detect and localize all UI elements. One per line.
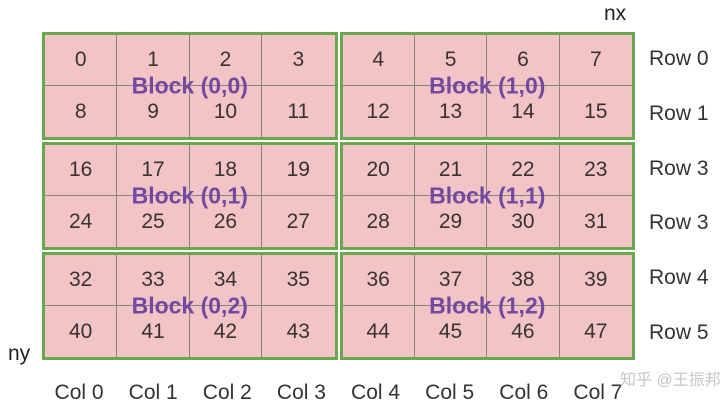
cell: 0: [45, 35, 118, 86]
cell: 20: [342, 145, 415, 196]
block-label: Block (1,2): [429, 292, 546, 319]
cell: 44: [343, 306, 415, 357]
cell: 39: [559, 255, 632, 306]
col-labels: Col 0 Col 1 Col 2 Col 3 Col 4 Col 5 Col …: [42, 381, 635, 405]
col-label: Col 0: [54, 381, 104, 404]
block-label: Block (0,1): [131, 182, 248, 209]
col-label: Col 6: [499, 381, 549, 404]
cell: 42: [190, 306, 263, 357]
cell: 2: [189, 35, 263, 86]
block-label: Block (0,2): [131, 292, 248, 319]
cell: 16: [45, 145, 118, 196]
watermark: 知乎 @王振邦: [620, 372, 720, 389]
cell: 13: [415, 86, 488, 137]
block-1-0: 4 5 6 7 12 13 14 15 Block (1,0): [339, 32, 635, 140]
cell: 27: [286, 209, 310, 233]
axis-label-ny: ny: [8, 342, 31, 365]
cell: 31: [584, 209, 608, 233]
row-label: Row 1: [649, 102, 709, 125]
col-label: Col 4: [351, 381, 401, 404]
cell: 36: [342, 255, 415, 306]
block-0-0: 0 1 2 3 8 9 10 11 Block (0,0): [42, 32, 338, 140]
cell: 4: [342, 35, 415, 86]
cell: 47: [584, 319, 608, 343]
col-label: Col 3: [276, 381, 326, 404]
cell: 45: [415, 306, 488, 357]
cell: 9: [117, 86, 190, 137]
row-labels: Row 0 Row 1 Row 3 Row 3 Row 4 Row 5: [649, 32, 719, 360]
cell: 3: [262, 35, 335, 86]
block-0-1: 16 17 18 19 24 25 26 27 Block (0,1): [42, 142, 338, 250]
thread-grid: 0 1 2 3 8 9 10 11 Block (0,0) 4 5 6 7 12…: [42, 32, 635, 360]
axis-label-nx: nx: [604, 2, 627, 25]
block-0-2: 32 33 34 35 40 41 42 43 Block (0,2): [42, 252, 338, 360]
cell: 6: [487, 35, 560, 86]
row-label: Row 3: [649, 156, 709, 180]
cell: 11: [287, 99, 310, 123]
cell: 7: [559, 35, 632, 86]
cell: 18: [189, 145, 263, 196]
cell: 29: [415, 196, 488, 247]
cell: 46: [487, 306, 560, 357]
cell: 14: [487, 86, 560, 137]
cell: 38: [487, 255, 560, 306]
cell: 25: [117, 196, 190, 247]
cell: 24: [45, 196, 118, 247]
cell: 35: [262, 255, 335, 306]
cell: 19: [262, 145, 335, 196]
cell: 15: [584, 99, 608, 123]
row-label: Row 4: [649, 266, 709, 290]
cell: 22: [487, 145, 560, 196]
block-label: Block (1,1): [429, 182, 546, 209]
cell: 26: [190, 196, 263, 247]
cell: 32: [45, 255, 118, 306]
cell: 17: [117, 145, 190, 196]
cell: 21: [414, 145, 488, 196]
row-label: Row 3: [649, 211, 709, 235]
cell: 41: [117, 306, 190, 357]
cell: 8: [45, 86, 118, 137]
col-label: Col 5: [425, 381, 475, 404]
cell: 43: [286, 319, 310, 343]
cell: 12: [343, 86, 415, 137]
cell: 28: [343, 196, 415, 247]
block-label: Block (0,0): [131, 72, 248, 99]
cell: 23: [559, 145, 632, 196]
block-label: Block (1,0): [429, 72, 546, 99]
cell: 30: [487, 196, 560, 247]
cell: 37: [414, 255, 488, 306]
row-label: Row 0: [649, 47, 709, 71]
cell: 40: [45, 306, 118, 357]
col-label: Col 2: [202, 381, 252, 404]
block-1-1: 20 21 22 23 28 29 30 31 Block (1,1): [339, 142, 635, 250]
cell: 33: [117, 255, 190, 306]
cell: 1: [117, 35, 190, 86]
cell: 10: [190, 86, 263, 137]
cell: 34: [189, 255, 263, 306]
cell: 5: [414, 35, 488, 86]
col-label: Col 1: [128, 381, 178, 404]
row-label: Row 5: [649, 320, 709, 344]
block-1-2: 36 37 38 39 44 45 46 47 Block (1,2): [339, 252, 635, 360]
col-label: Col 7: [573, 381, 623, 404]
